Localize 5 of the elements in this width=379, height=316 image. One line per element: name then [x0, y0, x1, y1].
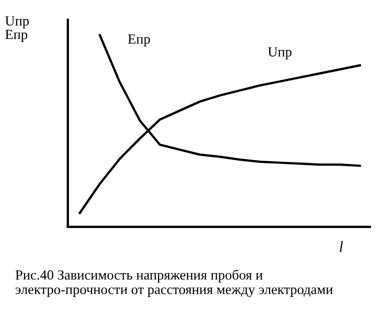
- y-axis-title: Uпр Епр: [5, 16, 29, 42]
- text: Рис.40 Зависимость напряжения пробоя и электро-прочности от расстояния между электродами: [16, 270, 333, 298]
- series-label: Епр: [128, 34, 150, 47]
- series-label: Uпр: [268, 47, 292, 60]
- x-axis-title: l: [340, 241, 343, 252]
